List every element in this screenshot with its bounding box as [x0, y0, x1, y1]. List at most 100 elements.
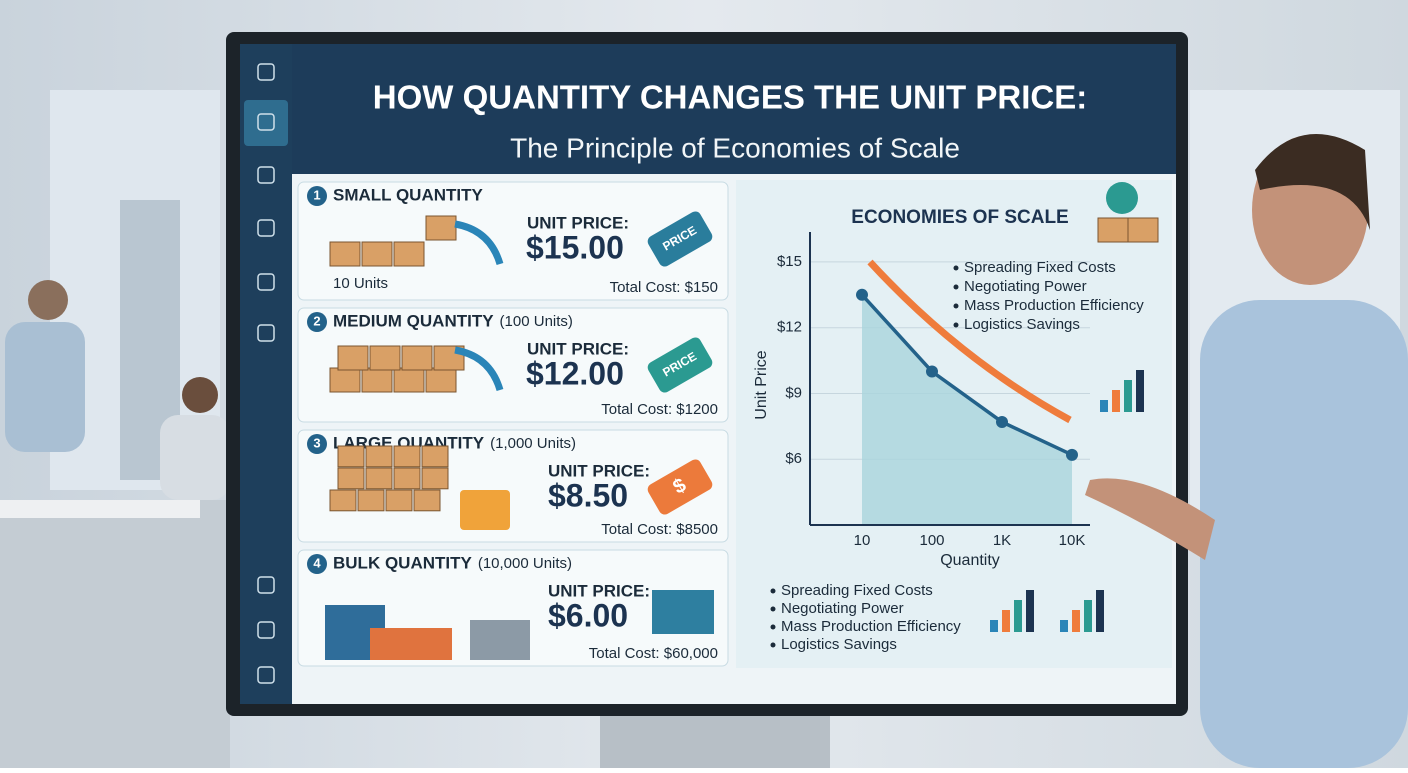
- bullet: [953, 303, 959, 309]
- box-icon: [361, 367, 393, 393]
- sidebar-icon: [257, 166, 275, 184]
- chart-icon-bar: [1124, 380, 1132, 412]
- box-icon: [329, 241, 361, 267]
- chart-note: Mass Production Efficiency: [964, 297, 1144, 314]
- footer-note: Spreading Fixed Costs: [781, 582, 933, 599]
- tier-name: BULK QUANTITY: [333, 553, 472, 572]
- box-icon: [413, 489, 441, 512]
- x-tick-label: 100: [919, 532, 944, 549]
- person-body: [5, 322, 85, 452]
- box-icon: [337, 445, 365, 468]
- forklift-icon: [460, 490, 510, 530]
- x-tick-label: 10: [854, 532, 871, 549]
- chart-icon-bar: [1026, 590, 1034, 632]
- box-icon: [385, 489, 413, 512]
- person-head: [28, 280, 68, 320]
- title: HOW QUANTITY CHANGES THE UNIT PRICE:: [373, 79, 1087, 116]
- y-tick-label: $12: [777, 319, 802, 336]
- total-cost: Total Cost: $150: [610, 279, 718, 296]
- box-icon: [361, 241, 393, 267]
- floor: [0, 500, 230, 768]
- sidebar-icon: [257, 113, 275, 131]
- sidebar: [240, 44, 292, 704]
- y-tick-label: $15: [777, 253, 802, 270]
- chart-note: Logistics Savings: [964, 316, 1080, 333]
- tier-number: 3: [313, 435, 320, 450]
- tier-number: 1: [313, 187, 320, 202]
- total-cost: Total Cost: $1200: [601, 401, 718, 418]
- chart-icon-bar: [1100, 400, 1108, 412]
- price-label: UNIT PRICE:: [527, 339, 629, 358]
- footer-note: Negotiating Power: [781, 600, 904, 617]
- tier-number-badge: [307, 186, 327, 206]
- tier-number: 2: [313, 313, 320, 328]
- tier-card: [297, 307, 729, 423]
- box-icon: [393, 467, 421, 490]
- box-icon: [401, 345, 433, 371]
- tier-card: [297, 181, 729, 301]
- total-cost: Total Cost: $8500: [601, 521, 718, 538]
- presenter-hair: [1255, 134, 1370, 230]
- sidebar-icon: [257, 621, 275, 639]
- point: [1066, 448, 1078, 461]
- sidebar-icon: [257, 63, 275, 81]
- box-icon: [1097, 217, 1129, 243]
- box-icon: [421, 445, 449, 468]
- chart-note: Negotiating Power: [964, 278, 1087, 295]
- box-icon: [365, 445, 393, 468]
- unit-price: $8.50: [548, 477, 628, 513]
- factory-icon: [652, 590, 714, 634]
- box-icon: [329, 367, 361, 393]
- tier-number-badge: [307, 312, 327, 332]
- box-icon: [393, 445, 421, 468]
- tier-number-badge: [307, 554, 327, 574]
- arrow-icon: [454, 220, 504, 266]
- point: [856, 288, 868, 301]
- unit-price: $6.00: [548, 597, 628, 633]
- chart-icon-bar: [1002, 610, 1010, 632]
- footer-note: Mass Production Efficiency: [781, 618, 961, 635]
- box-icon: [365, 467, 393, 490]
- factory-icon: [470, 620, 530, 660]
- bullet: [770, 606, 776, 612]
- price-label: UNIT PRICE:: [527, 213, 629, 232]
- sidebar-icon: [257, 576, 275, 594]
- y-tick-label: $9: [785, 384, 802, 401]
- subtitle: The Principle of Economies of Scale: [510, 132, 960, 163]
- box-icon: [393, 241, 425, 267]
- price-tag: [647, 459, 713, 515]
- arrow-icon: [454, 346, 504, 392]
- box-icon: [337, 345, 369, 371]
- y-axis-label: Unit Price: [753, 350, 770, 419]
- total-cost: Total Cost: $60,000: [589, 645, 718, 662]
- person-body: [160, 415, 230, 500]
- bullet: [770, 642, 776, 648]
- box-icon: [1127, 217, 1159, 243]
- x-axis-label: Quantity: [940, 552, 1000, 569]
- chart-icon-bar: [1084, 600, 1092, 632]
- chart-note: Spreading Fixed Costs: [964, 259, 1116, 276]
- coin-icon: [1106, 182, 1138, 214]
- box-icon: [425, 367, 457, 393]
- chart-icon-bar: [1136, 370, 1144, 412]
- box-icon: [393, 367, 425, 393]
- x-tick-label: 10K: [1059, 532, 1086, 549]
- tier-units: 10 Units: [333, 275, 388, 292]
- box-icon: [329, 489, 357, 512]
- bullet: [953, 322, 959, 328]
- price-tag: [647, 337, 713, 393]
- tier-units: (100 Units): [500, 313, 573, 330]
- presenter-shirt: [1200, 300, 1408, 768]
- bullet: [953, 284, 959, 290]
- box-icon: [337, 467, 365, 490]
- box-icon: [425, 215, 457, 241]
- footer-note: Logistics Savings: [781, 636, 897, 653]
- chart-icon-bar: [1072, 610, 1080, 632]
- line: [860, 293, 1073, 457]
- container-icon: [370, 628, 452, 660]
- box-icon: [421, 467, 449, 490]
- sidebar-icon: [257, 273, 275, 291]
- chart-icon-bar: [990, 620, 998, 632]
